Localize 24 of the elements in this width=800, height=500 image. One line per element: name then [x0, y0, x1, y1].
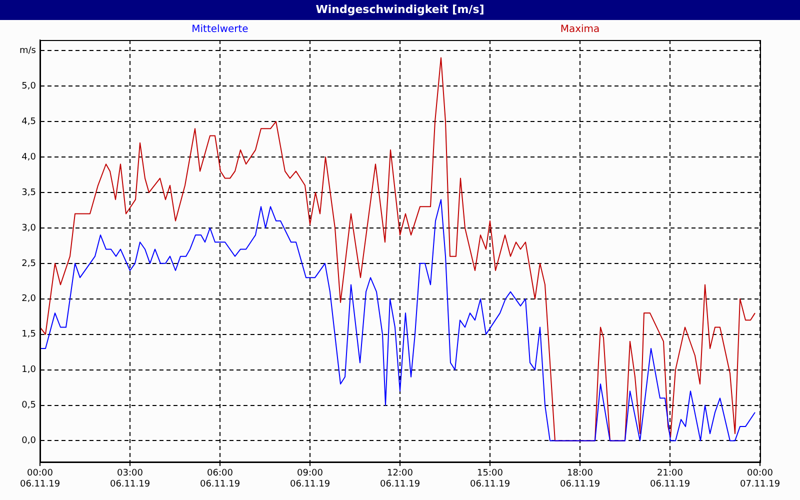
x-tick-label: 00:00 06.11.19: [20, 468, 60, 490]
y-tick-label: 0,0: [22, 436, 36, 446]
y-tick-label: 1,5: [22, 330, 36, 340]
chart-title: Windgeschwindigkeit [m/s]: [0, 0, 800, 20]
y-tick-label: 2,5: [22, 258, 36, 269]
y-tick-label: 3,5: [22, 188, 36, 198]
text: Maxima: [560, 24, 600, 35]
x-tick-label: 03:00 06.11.19: [110, 468, 150, 490]
x-tick-label: 18:00 06.11.19: [560, 468, 600, 490]
x-tick-label: 09:00 06.11.19: [290, 468, 330, 490]
x-tick-label: 00:00 07.11.19: [740, 468, 780, 490]
y-tick-label: m/s: [20, 46, 36, 56]
y-tick-label: 0,5: [22, 400, 36, 411]
x-tick-label: 12:00 06.11.19: [380, 468, 420, 490]
y-tick-label: 3,0: [22, 223, 36, 234]
x-tick-label: 15:00 06.11.19: [470, 468, 510, 490]
y-tick-label: 4,5: [22, 116, 36, 127]
text: Mittelwerte: [192, 24, 248, 35]
x-tick-label: 21:00 06.11.19: [650, 468, 690, 490]
x-tick-label: 06:00 06.11.19: [200, 468, 240, 490]
y-tick-label: 2,0: [22, 294, 36, 304]
y-tick-label: 4,0: [22, 152, 36, 162]
y-tick-label: 5,0: [22, 81, 36, 92]
y-tick-label: 1,0: [22, 365, 36, 376]
